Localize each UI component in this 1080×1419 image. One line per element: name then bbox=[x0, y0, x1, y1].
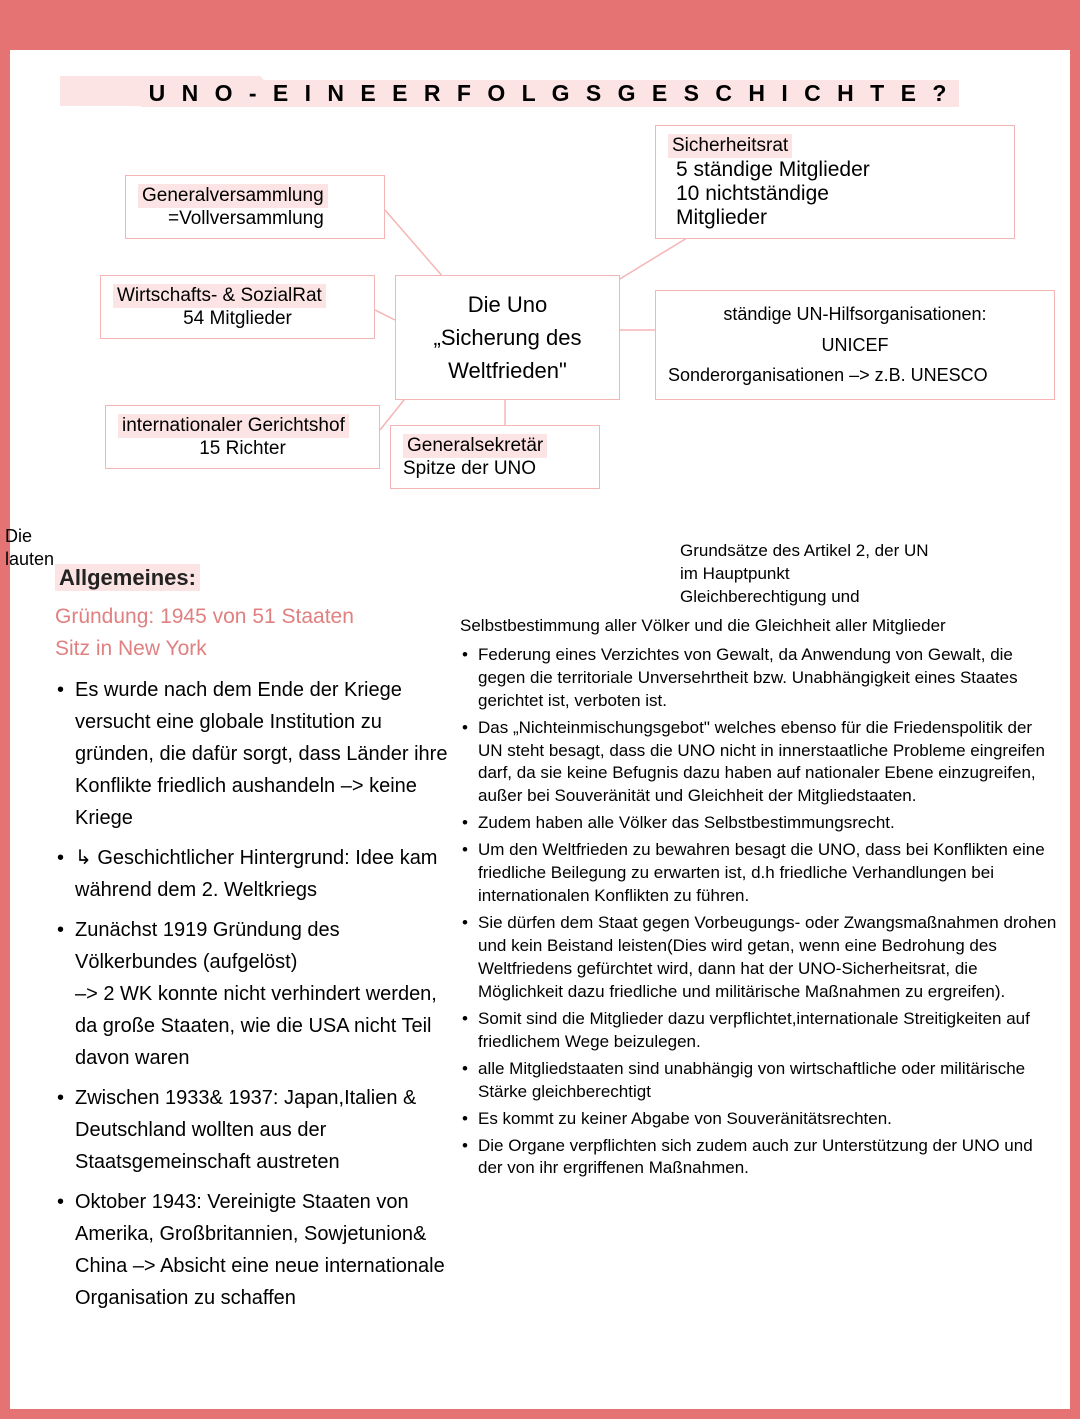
allgemeines-heading: Allgemeines: bbox=[55, 565, 455, 591]
box-gerichtshof: internationaler Gerichtshof 15 Richter bbox=[105, 405, 380, 469]
page-title: U N O - E I N E E R F O L G S G E S C H … bbox=[141, 80, 960, 107]
box3-label: internationaler Gerichtshof bbox=[118, 414, 349, 438]
center-line2: „Sicherung des bbox=[408, 321, 607, 354]
content-area: U N O - E I N E E R F O L G S G E S C H … bbox=[10, 50, 1070, 1409]
box6-row2: UNICEF bbox=[668, 330, 1042, 361]
uno-diagram: Die Uno „Sicherung des Weltfrieden" Gene… bbox=[50, 125, 1050, 545]
box2-label: Wirtschafts- & SozialRat bbox=[113, 284, 326, 308]
artikel2-item: Um den Weltfrieden zu bewahren besagt di… bbox=[460, 839, 1060, 908]
artikel2-item: Sie dürfen dem Staat gegen Vorbeugungs- … bbox=[460, 912, 1060, 1004]
allgemeines-item: Es wurde nach dem Ende der Kriege versuc… bbox=[55, 674, 455, 834]
allgemeines-list: Es wurde nach dem Ende der Kriege versuc… bbox=[55, 674, 455, 1314]
artikel2-intro: Grundsätze des Artikel 2, der UNim Haupt… bbox=[460, 540, 1060, 609]
box3-sub: 15 Richter bbox=[118, 438, 367, 460]
artikel2-item: Das „Nichteinmischungsgebot" welches ebe… bbox=[460, 717, 1060, 809]
allgemeines-item: Zwischen 1933& 1937: Japan,Italien & Deu… bbox=[55, 1082, 455, 1178]
box-wirtschaftsrat: Wirtschafts- & SozialRat 54 Mitglieder bbox=[100, 275, 375, 339]
allgemeines-item: Zunächst 1919 Gründung des Völkerbundes … bbox=[55, 914, 455, 1074]
center-line1: Die Uno bbox=[408, 288, 607, 321]
box1-sub: =Vollversammlung bbox=[138, 208, 372, 230]
box5-row3: Mitglieder bbox=[676, 206, 1002, 230]
artikel2-item: Federung eines Verzichtes von Gewalt, da… bbox=[460, 644, 1060, 713]
allg-sub2: Sitz in New York bbox=[55, 633, 455, 665]
box-sicherheitsrat: Sicherheitsrat 5 ständige Mitglieder 10 … bbox=[655, 125, 1015, 239]
side-label: Die lauten bbox=[5, 525, 54, 572]
artikel2-item: Zudem haben alle Völker das Selbstbestim… bbox=[460, 812, 1060, 835]
artikel2-item: alle Mitgliedstaaten sind unabhängig von… bbox=[460, 1058, 1060, 1104]
title-banner: U N O - E I N E E R F O L G S G E S C H … bbox=[60, 80, 1040, 107]
allgemeines-heading-text: Allgemeines: bbox=[55, 564, 200, 591]
allg-sub1: Gründung: 1945 von 51 Staaten bbox=[55, 601, 455, 633]
box-generalsekretaer: Generalsekretär Spitze der UNO bbox=[390, 425, 600, 489]
artikel2-item: Die Organe verpflichten sich zudem auch … bbox=[460, 1135, 1060, 1181]
diagram-center: Die Uno „Sicherung des Weltfrieden" bbox=[395, 275, 620, 400]
artikel2-section: Grundsätze des Artikel 2, der UNim Haupt… bbox=[460, 540, 1060, 1184]
artikel2-intro-line: Gleichberechtigung und bbox=[680, 586, 1060, 609]
box5-label: Sicherheitsrat bbox=[668, 134, 792, 158]
artikel2-intro2: Selbstbestimmung aller Völker und die Gl… bbox=[460, 615, 1060, 638]
artikel2-intro-line: Grundsätze des Artikel 2, der UN bbox=[680, 540, 1060, 563]
allgemeines-item: ↳ Geschichtlicher Hintergrund: Idee kam … bbox=[55, 842, 455, 906]
box-hilfsorganisationen: ständige UN-Hilfsorganisationen: UNICEF … bbox=[655, 290, 1055, 400]
side-label-1: Die bbox=[5, 525, 54, 548]
box4-sub: Spitze der UNO bbox=[403, 458, 587, 480]
box2-sub: 54 Mitglieder bbox=[113, 308, 362, 330]
box5-row2: 10 nichtständige bbox=[676, 182, 1002, 206]
artikel2-list: Federung eines Verzichtes von Gewalt, da… bbox=[460, 644, 1060, 1181]
allgemeines-section: Allgemeines: Gründung: 1945 von 51 Staat… bbox=[55, 565, 455, 1322]
artikel2-item: Es kommt zu keiner Abgabe von Souveränit… bbox=[460, 1108, 1060, 1131]
box-generalversammlung: Generalversammlung =Vollversammlung bbox=[125, 175, 385, 239]
box6-row1: ständige UN-Hilfsorganisationen: bbox=[668, 299, 1042, 330]
side-label-2: lauten bbox=[5, 548, 54, 571]
box1-label: Generalversammlung bbox=[138, 184, 328, 208]
artikel2-item: Somit sind die Mitglieder dazu verpflich… bbox=[460, 1008, 1060, 1054]
box4-label: Generalsekretär bbox=[403, 434, 547, 458]
box5-row1: 5 ständige Mitglieder bbox=[676, 158, 1002, 182]
allgemeines-sub: Gründung: 1945 von 51 Staaten Sitz in Ne… bbox=[55, 601, 455, 664]
center-line3: Weltfrieden" bbox=[408, 354, 607, 387]
artikel2-intro-line: im Hauptpunkt bbox=[680, 563, 1060, 586]
box6-row3: Sonderorganisationen –> z.B. UNESCO bbox=[668, 360, 1042, 391]
page-frame: U N O - E I N E E R F O L G S G E S C H … bbox=[0, 0, 1080, 1419]
allgemeines-item: Oktober 1943: Vereinigte Staaten von Ame… bbox=[55, 1186, 455, 1314]
